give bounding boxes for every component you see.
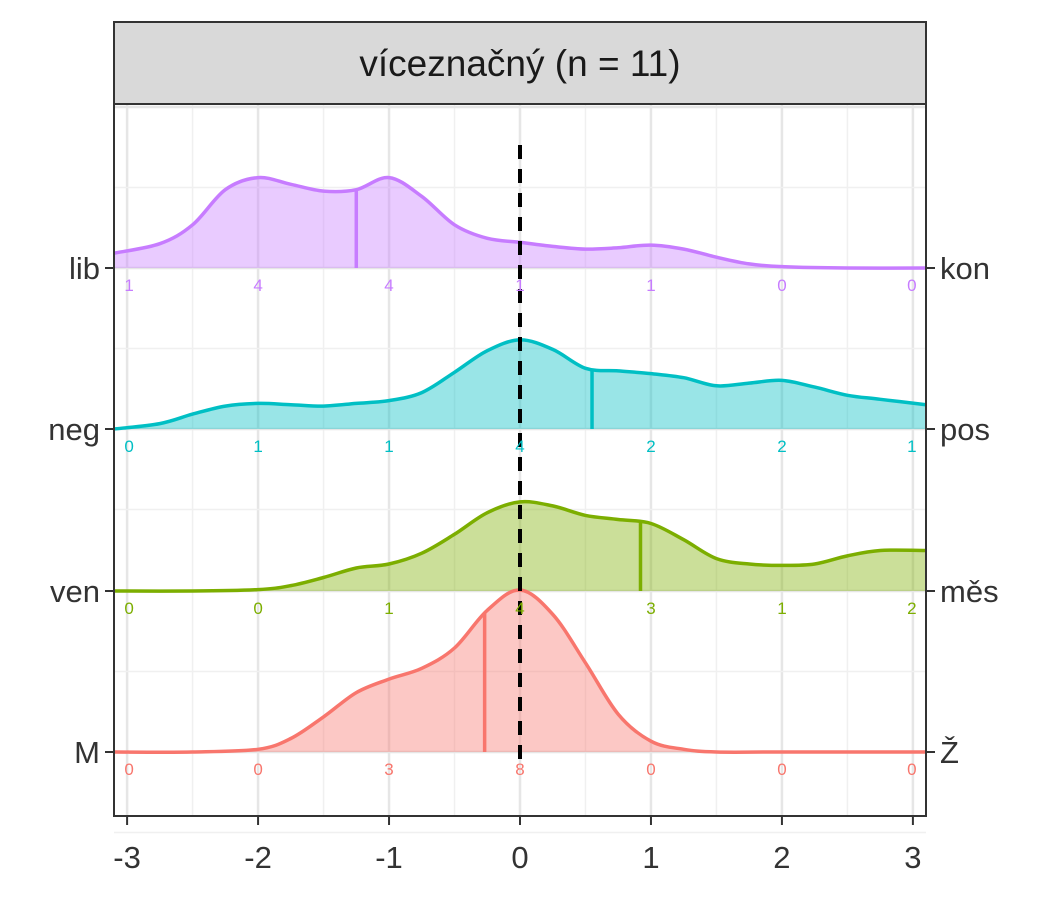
axes: -3 -2 -1 0 1 2 3 lib kon neg pos ven měs M Ž — [48, 251, 998, 875]
count-label: 4 — [515, 437, 524, 456]
count-label: 4 — [253, 276, 262, 295]
count-label: 2 — [646, 437, 655, 456]
y-label-left: neg — [48, 412, 100, 447]
x-tick-label: 2 — [773, 840, 790, 875]
count-label: 2 — [777, 437, 786, 456]
y-label-left: ven — [50, 574, 100, 609]
x-tick-label: 3 — [904, 840, 921, 875]
x-tick-label: 1 — [642, 840, 659, 875]
x-tick-label: -3 — [113, 840, 141, 875]
count-label: 1 — [646, 276, 655, 295]
count-label: 0 — [124, 437, 133, 456]
y-label-right: pos — [940, 412, 990, 447]
count-label: 4 — [515, 599, 524, 618]
y-label-right: měs — [940, 574, 999, 609]
count-label: 1 — [907, 437, 916, 456]
count-labels: 1 4 4 1 1 0 0 0 1 1 4 2 2 1 0 0 1 4 3 1 2 0 0 3 8 0 0 0 — [124, 276, 916, 779]
count-label: 1 — [253, 437, 262, 456]
count-label: 3 — [384, 760, 393, 779]
density-ridges — [113, 175, 927, 754]
density-area-lib — [114, 177, 926, 269]
count-label: 0 — [777, 276, 786, 295]
count-label: 4 — [384, 276, 393, 295]
x-tick-label: -2 — [244, 840, 272, 875]
strip-background — [113, 21, 927, 105]
count-label: 0 — [907, 760, 916, 779]
count-label: 1 — [515, 276, 524, 295]
y-label-right: Ž — [940, 735, 959, 770]
x-tick-label: 0 — [511, 840, 528, 875]
count-label: 0 — [124, 760, 133, 779]
count-label: 0 — [253, 760, 262, 779]
density-line-M — [113, 588, 926, 754]
x-tick-label: -1 — [375, 840, 403, 875]
y-label-left: M — [74, 735, 100, 770]
count-label: 8 — [515, 760, 524, 779]
count-label: 1 — [777, 599, 786, 618]
count-label: 1 — [124, 276, 133, 295]
density-area-ven — [114, 501, 926, 592]
count-label: 2 — [907, 599, 916, 618]
count-label: 3 — [646, 599, 655, 618]
count-label: 0 — [646, 760, 655, 779]
density-area-M — [114, 589, 926, 753]
count-label: 1 — [384, 599, 393, 618]
count-label: 0 — [253, 599, 262, 618]
density-line-ven — [113, 499, 927, 593]
density-line-lib — [113, 175, 927, 270]
y-label-left: lib — [69, 251, 100, 286]
count-label: 0 — [777, 760, 786, 779]
chart-title: víceznačný (n = 11) — [359, 43, 680, 84]
count-label: 1 — [384, 437, 393, 456]
count-label: 0 — [907, 276, 916, 295]
y-label-right: kon — [940, 251, 990, 286]
count-label: 0 — [124, 599, 133, 618]
